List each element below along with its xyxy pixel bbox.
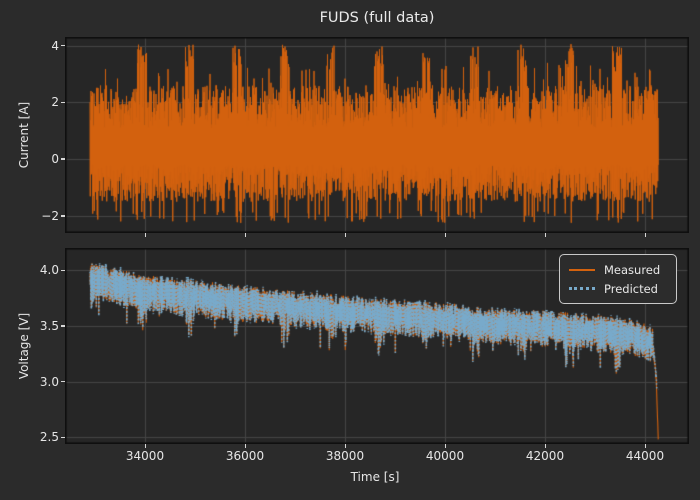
y-tick-label: 4 [51, 38, 59, 53]
x-tick-label: 44000 [625, 449, 665, 463]
y-tick-mark [61, 215, 65, 217]
legend: Measured Predicted [559, 254, 677, 304]
y-tick-label: −2 [41, 208, 59, 223]
x-tick-mark [444, 444, 446, 448]
y-tick-mark [61, 380, 65, 383]
measured-line-swatch [569, 268, 595, 271]
x-tick-mark [344, 444, 346, 448]
y-tick-label: 3.5 [39, 318, 59, 333]
y-tick-mark [61, 158, 65, 160]
legend-label-measured: Measured [604, 262, 661, 277]
x-tick-label: 36000 [225, 449, 265, 463]
predicted-line-swatch [569, 287, 595, 290]
y-tick-label: 2 [51, 95, 59, 110]
x-tick-mark [644, 233, 646, 237]
x-tick-label: 40000 [425, 449, 465, 463]
x-tick-mark [144, 233, 146, 237]
legend-label-predicted: Predicted [604, 281, 658, 296]
x-tick-mark [544, 444, 546, 448]
x-tick-mark [644, 444, 646, 448]
x-tick-label: 34000 [125, 449, 165, 463]
y-tick-label: 0 [51, 152, 59, 167]
x-tick-mark [144, 444, 146, 448]
y-tick-label: 2.5 [39, 430, 59, 445]
x-tick-label: 42000 [525, 449, 565, 463]
x-tick-label: 38000 [325, 449, 365, 463]
x-tick-mark [244, 444, 246, 448]
current-subplot [65, 37, 689, 233]
time-axis-label: Time [s] [350, 470, 400, 484]
y-tick-mark [61, 101, 65, 104]
y-tick-label: 4.0 [39, 263, 59, 278]
y-tick-mark [61, 44, 65, 47]
legend-item-predicted: Predicted [569, 279, 667, 298]
y-tick-label: 3.0 [39, 374, 59, 389]
y-tick-mark [61, 436, 65, 439]
y-tick-mark [61, 269, 65, 272]
current-plot-canvas [65, 37, 689, 233]
x-tick-mark [444, 233, 446, 237]
x-tick-mark [344, 233, 346, 237]
x-tick-mark [544, 233, 546, 237]
figure-title: FUDS (full data) [319, 10, 435, 26]
x-tick-mark [244, 233, 246, 237]
legend-item-measured: Measured [569, 260, 667, 279]
y-tick-mark [61, 325, 65, 327]
